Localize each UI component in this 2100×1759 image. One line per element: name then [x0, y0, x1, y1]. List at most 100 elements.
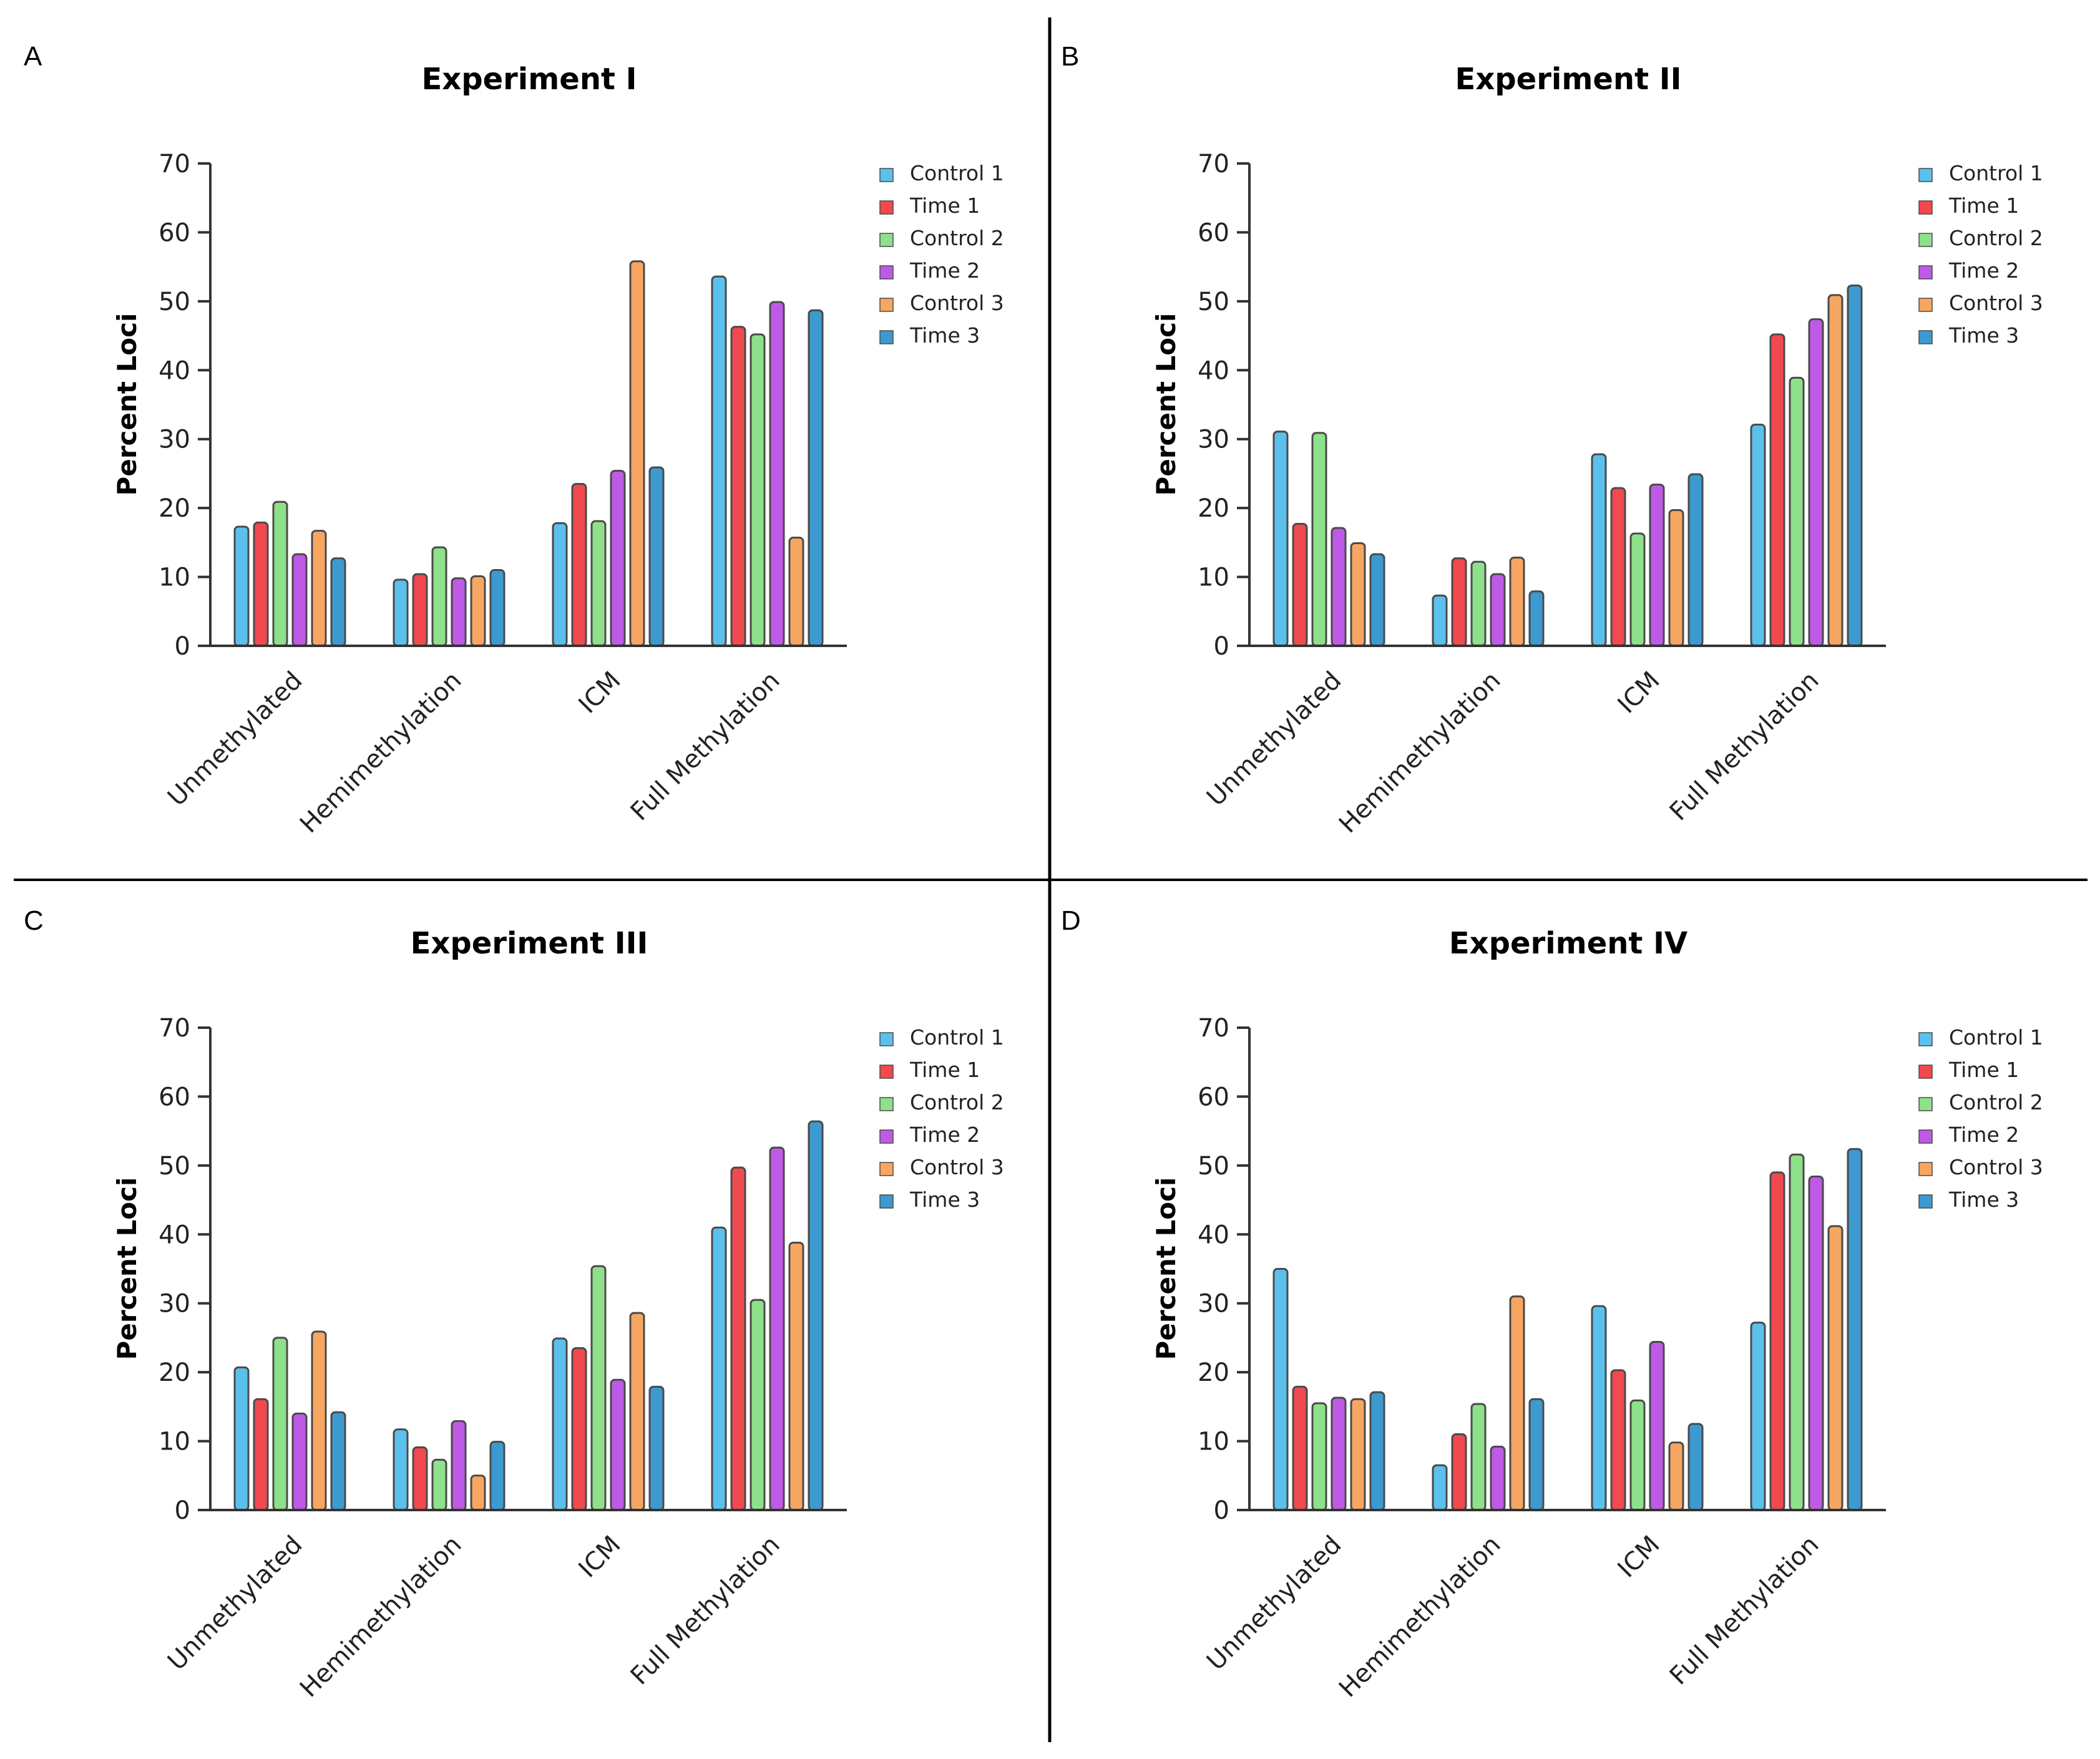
legend-label: Control 1 [910, 1025, 1004, 1050]
bar-control-2-unmethylated [1311, 432, 1327, 647]
legend-swatch-control-1 [1918, 168, 1933, 182]
legend-swatch-time-1 [879, 200, 894, 215]
bar-time-1-full-methylation [730, 1166, 746, 1511]
bar-time-1-hemimethylation [412, 573, 428, 647]
bar-control-1-full-methylation [711, 275, 727, 647]
bar-time-3-icm [648, 1385, 665, 1511]
legend-swatch-control-2 [879, 1097, 894, 1111]
y-tick-label: 20 [159, 494, 190, 523]
bar-time-3-unmethylated [1369, 1391, 1385, 1511]
bar-control-3-icm [1668, 1441, 1684, 1511]
legend-swatch-time-3 [1918, 1194, 1933, 1209]
y-axis-title: Percent Loci [1151, 313, 1181, 496]
bar-control-2-full-methylation [1789, 376, 1805, 647]
bar-control-2-unmethylated [1311, 1402, 1327, 1511]
bar-time-3-full-methylation [808, 1120, 824, 1511]
bar-control-3-full-methylation [788, 1242, 804, 1511]
bar-control-3-full-methylation [1827, 1225, 1844, 1511]
y-tick-label: 50 [1198, 288, 1229, 316]
legend-label: Control 2 [1949, 1090, 2043, 1114]
bar-control-3-unmethylated [311, 530, 327, 647]
legend-label: Time 3 [1948, 323, 2019, 348]
bar-time-3-full-methylation [808, 309, 824, 647]
bar-time-3-unmethylated [330, 557, 346, 647]
y-tick-label: 0 [175, 1496, 190, 1525]
legend-label: Control 2 [910, 1090, 1004, 1114]
bar-control-2-hemimethylation [431, 546, 447, 647]
bar-time-1-unmethylated [1292, 1385, 1308, 1511]
bar-time-2-icm [1649, 484, 1665, 647]
bar-control-3-full-methylation [1827, 294, 1844, 647]
y-tick-label: 10 [159, 563, 190, 592]
bar-control-2-unmethylated [272, 1337, 288, 1511]
bar-time-3-unmethylated [330, 1411, 346, 1511]
legend-swatch-control-3 [879, 298, 894, 312]
y-tick-label: 70 [1198, 1014, 1229, 1043]
bar-control-1-hemimethylation [1432, 594, 1448, 647]
legend-swatch-control-2 [1918, 233, 1933, 247]
panel-letter: D [1061, 905, 1081, 936]
y-tick-label: 20 [1198, 494, 1229, 523]
bar-time-3-full-methylation [1847, 284, 1863, 647]
bar-control-2-hemimethylation [1470, 1403, 1487, 1511]
bar-time-3-icm [1687, 1423, 1704, 1511]
bar-time-1-full-methylation [1769, 1171, 1785, 1511]
bar-control-2-icm [1629, 532, 1646, 647]
y-axis-title: Percent Loci [1151, 1177, 1181, 1360]
y-tick-label: 20 [1198, 1358, 1229, 1387]
legend-label: Time 3 [909, 1187, 980, 1212]
bar-time-1-unmethylated [253, 1398, 269, 1511]
bar-time-1-unmethylated [1292, 523, 1308, 647]
bar-time-1-hemimethylation [1451, 557, 1467, 647]
panel-letter: B [1061, 41, 1079, 72]
chart-title: Experiment II [1455, 62, 1682, 97]
bar-time-3-unmethylated [1369, 553, 1385, 647]
panel-letter: C [24, 905, 44, 936]
y-tick-label: 10 [1198, 563, 1229, 592]
legend-label: Control 3 [1949, 291, 2043, 315]
y-tick-label: 60 [1198, 218, 1229, 247]
y-tick-label: 70 [1198, 150, 1229, 178]
bar-time-3-hemimethylation [1528, 590, 1545, 647]
legend-label: Control 3 [910, 1155, 1004, 1179]
y-tick-label: 0 [175, 632, 190, 661]
legend-label: Time 2 [1948, 258, 2019, 283]
bar-control-3-icm [1668, 509, 1684, 647]
y-tick-label: 70 [159, 150, 190, 178]
bar-control-1-hemimethylation [1432, 1464, 1448, 1511]
bar-time-3-hemimethylation [489, 569, 505, 647]
legend-swatch-control-3 [1918, 298, 1933, 312]
bar-control-1-unmethylated [1272, 1268, 1289, 1511]
legend-label: Time 2 [1948, 1123, 2019, 1147]
y-tick-label: 0 [1214, 1496, 1229, 1525]
legend-swatch-time-1 [879, 1065, 894, 1079]
bar-time-2-full-methylation [769, 1146, 785, 1511]
y-axis-title: Percent Loci [112, 1177, 142, 1360]
legend-swatch-control-3 [879, 1162, 894, 1176]
bar-time-1-hemimethylation [412, 1446, 428, 1511]
chart-title: Experiment I [421, 62, 637, 97]
legend-label: Time 1 [909, 193, 980, 218]
bar-time-1-icm [571, 482, 587, 647]
bar-time-1-full-methylation [1769, 333, 1785, 647]
legend-swatch-time-3 [879, 330, 894, 344]
bar-control-2-full-methylation [750, 1299, 766, 1511]
legend-swatch-control-1 [879, 1032, 894, 1046]
chart-title: Experiment III [411, 926, 648, 961]
legend-label: Time 2 [909, 1123, 980, 1147]
legend-label: Time 2 [909, 258, 980, 283]
bar-control-3-full-methylation [788, 537, 804, 647]
bar-control-1-hemimethylation [393, 1428, 409, 1511]
bar-time-1-icm [571, 1347, 587, 1511]
bar-control-3-unmethylated [311, 1330, 327, 1511]
y-tick-label: 30 [159, 426, 190, 454]
legend-swatch-time-2 [1918, 265, 1933, 280]
y-tick-label: 10 [159, 1428, 190, 1456]
bar-control-2-hemimethylation [1470, 560, 1487, 647]
bar-control-2-unmethylated [272, 500, 288, 647]
bar-control-1-icm [552, 1337, 568, 1511]
bar-control-1-full-methylation [711, 1226, 727, 1511]
bar-control-1-full-methylation [1750, 1322, 1766, 1511]
bar-control-3-hemimethylation [1509, 557, 1525, 647]
